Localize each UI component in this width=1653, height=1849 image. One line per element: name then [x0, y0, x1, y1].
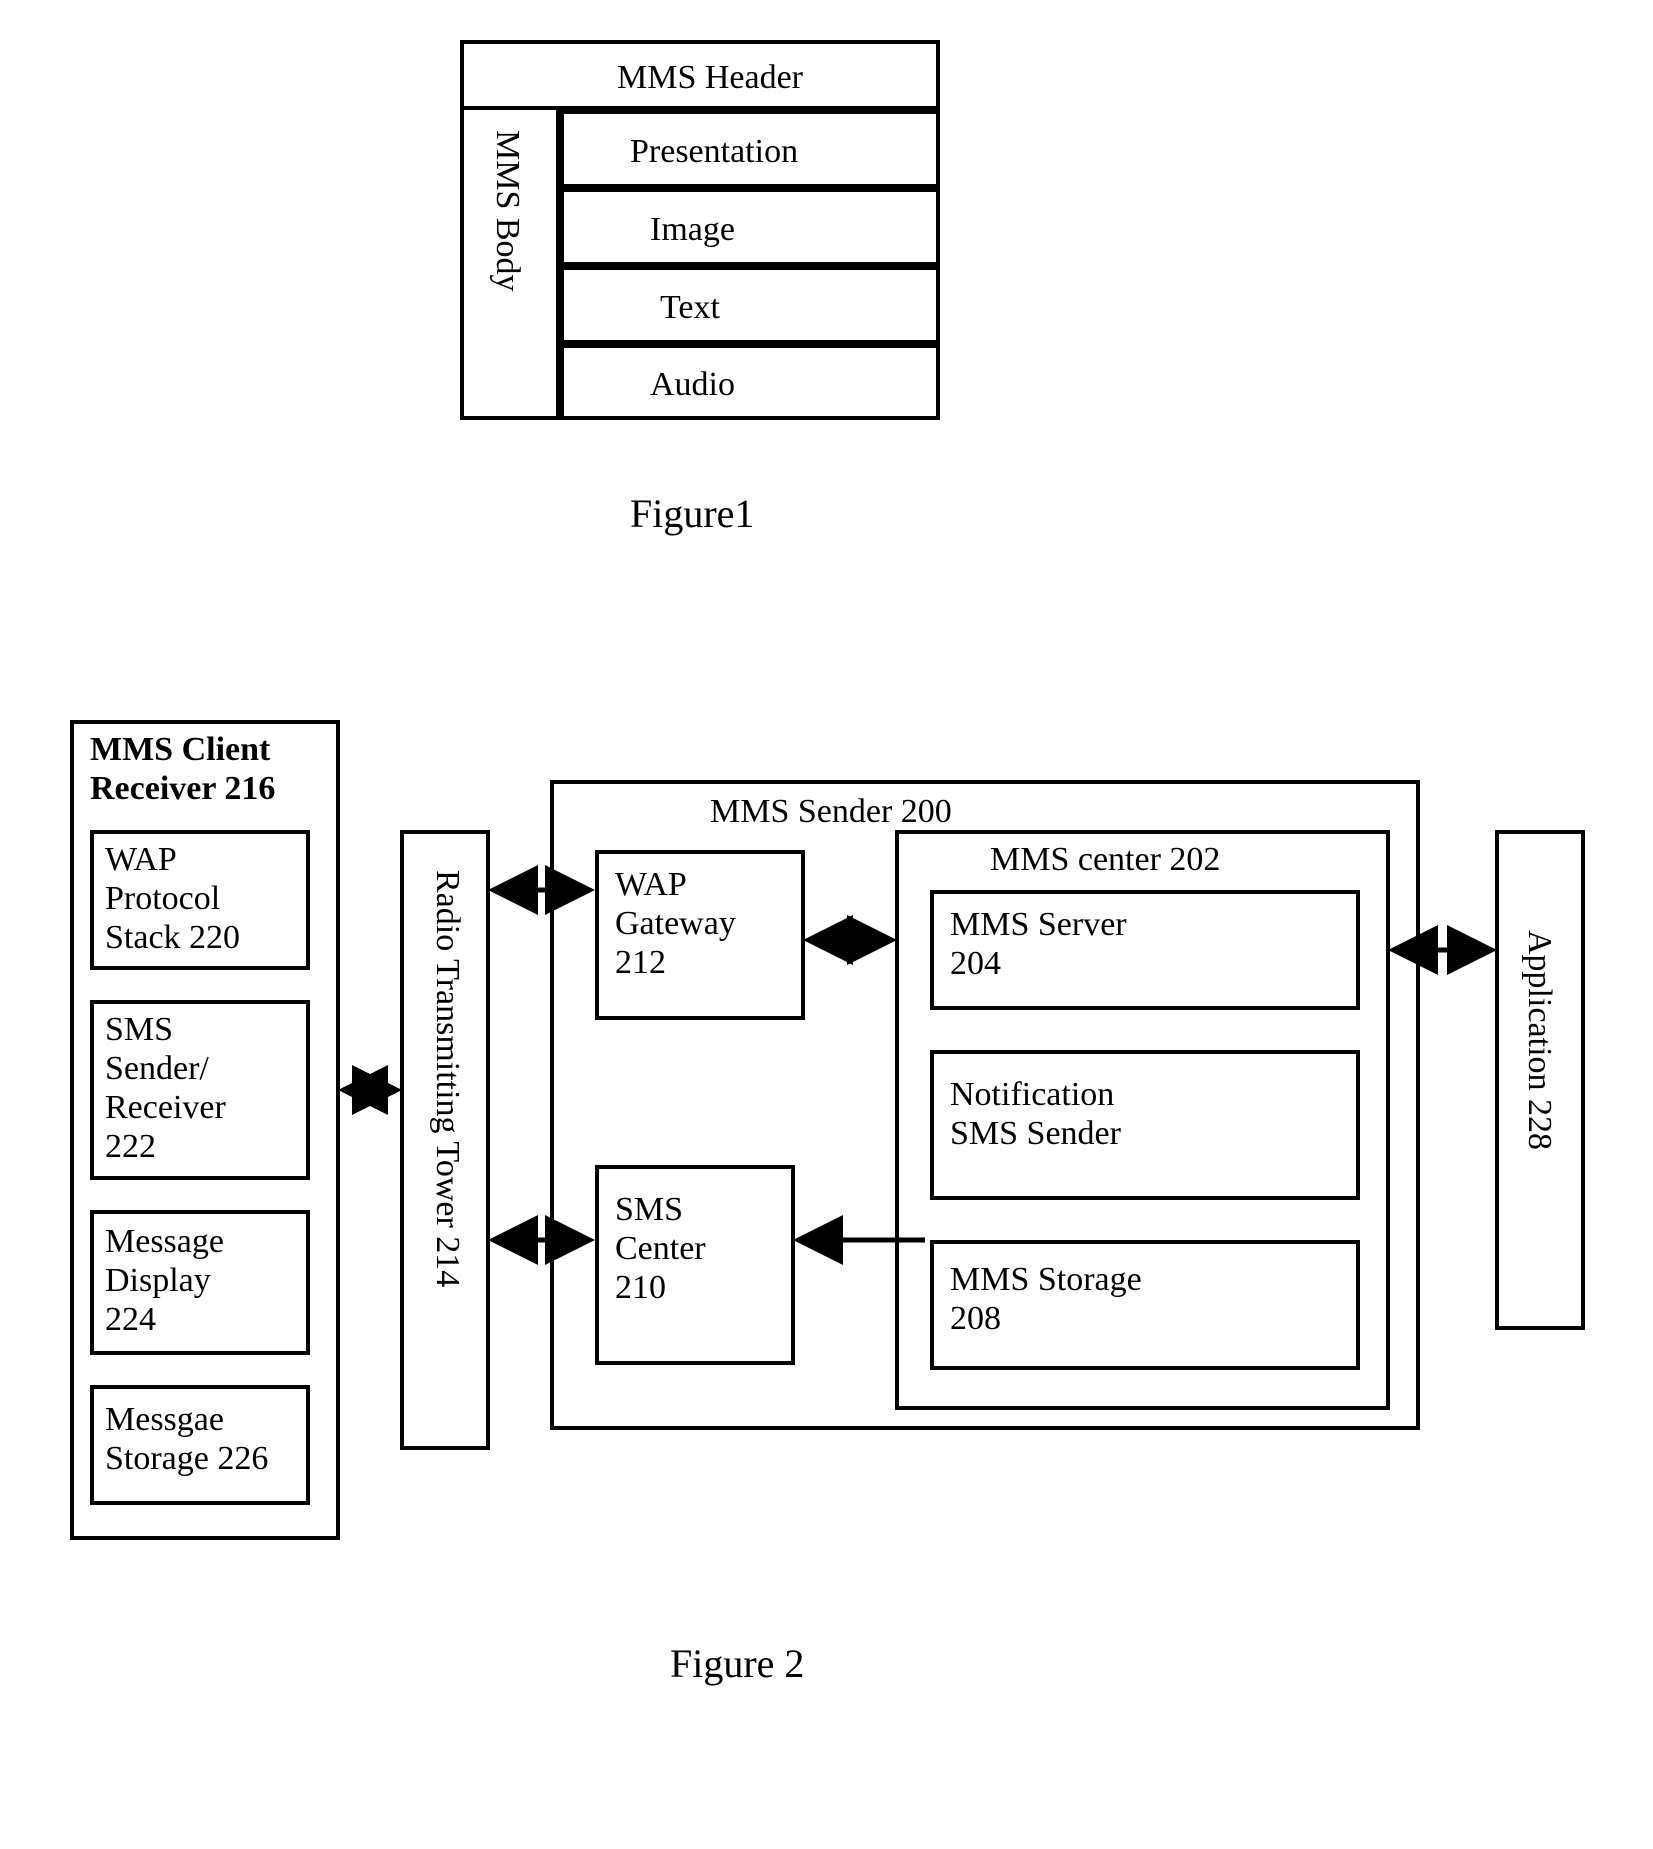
fig1-caption: Figure1 — [630, 490, 754, 537]
fig1-row-3-label: Audio — [650, 365, 735, 404]
fig1-row-0-label: Presentation — [630, 132, 798, 171]
fig1-row-1 — [560, 188, 940, 266]
mms-storage-label: MMS Storage 208 — [950, 1260, 1142, 1338]
radio-tower-label: Radio Transmitting Tower 214 — [428, 870, 467, 1287]
sms-center-label: SMS Center 210 — [615, 1190, 706, 1307]
message-storage-label: Messgae Storage 226 — [105, 1400, 268, 1478]
client-receiver-title: MMS Client Receiver 216 — [90, 730, 275, 808]
fig1-header-label: MMS Header — [580, 58, 840, 97]
wap-protocol-label: WAP Protocol Stack 220 — [105, 840, 240, 957]
notification-sms-label: Notification SMS Sender — [950, 1075, 1121, 1153]
mms-server-label: MMS Server 204 — [950, 905, 1127, 983]
fig1-row-2 — [560, 266, 940, 344]
mms-center-title: MMS center 202 — [990, 840, 1220, 879]
fig1-row-3 — [560, 344, 940, 420]
mms-sender-title: MMS Sender 200 — [710, 792, 952, 831]
fig1-row-2-label: Text — [660, 288, 720, 327]
diagram-page: MMS Header MMS Body Presentation Image T… — [40, 40, 1613, 1809]
fig2-caption: Figure 2 — [670, 1640, 804, 1687]
fig1-row-1-label: Image — [650, 210, 735, 249]
wap-gateway-label: WAP Gateway 212 — [615, 865, 736, 982]
sms-sender-receiver-label: SMS Sender/ Receiver 222 — [105, 1010, 226, 1166]
message-display-label: Message Display 224 — [105, 1222, 224, 1339]
application-label: Application 228 — [1520, 930, 1559, 1150]
fig1-body-label: MMS Body — [488, 130, 527, 292]
